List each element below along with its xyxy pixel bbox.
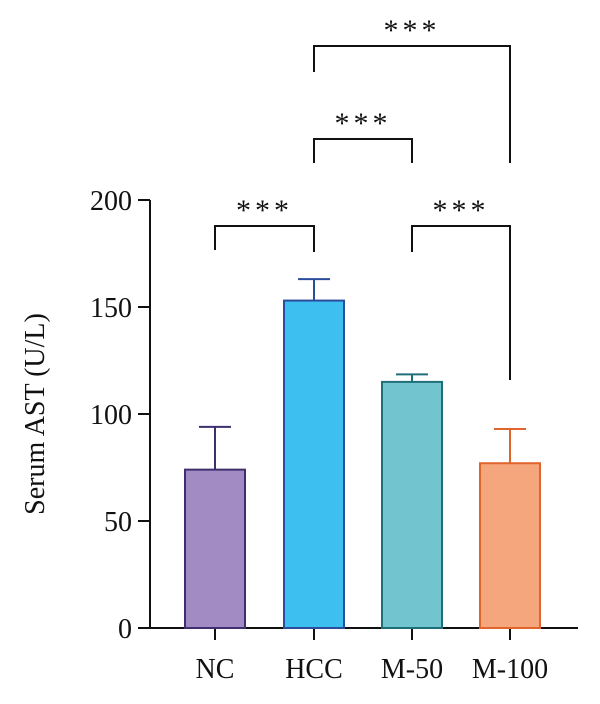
x-tick-label: HCC bbox=[285, 654, 343, 685]
bar-m-50 bbox=[381, 380, 443, 629]
y-tick-label: 100 bbox=[90, 400, 132, 431]
x-tick-label: M-50 bbox=[381, 654, 443, 685]
bar-m-100 bbox=[479, 462, 541, 629]
bar-hcc bbox=[283, 299, 345, 629]
bar-nc bbox=[184, 468, 246, 630]
y-axis: 0 50 100 150 200 bbox=[90, 186, 151, 645]
y-tick-label: 50 bbox=[104, 507, 132, 538]
significance-label: *** bbox=[236, 194, 293, 227]
y-axis-title: Serum AST (U/L) bbox=[20, 313, 51, 515]
significance-label: *** bbox=[433, 194, 490, 227]
x-tick-label: NC bbox=[196, 654, 235, 685]
bars bbox=[184, 299, 541, 630]
y-tick-label: 150 bbox=[90, 293, 132, 324]
y-tick-label: 0 bbox=[118, 614, 132, 645]
x-axis: NC HCC M-50 M-100 bbox=[149, 627, 578, 685]
significance-bracket bbox=[411, 225, 511, 380]
x-tick-label: M-100 bbox=[472, 654, 548, 685]
significance-label: *** bbox=[335, 107, 392, 140]
significance-bracket bbox=[214, 225, 315, 252]
significance-bracket bbox=[313, 45, 511, 163]
y-tick-label: 200 bbox=[90, 186, 132, 217]
error-bars bbox=[199, 278, 526, 470]
significance-bracket bbox=[313, 138, 413, 163]
significance-label: *** bbox=[384, 14, 441, 47]
significance-brackets: *** *** *** *** bbox=[214, 14, 511, 380]
